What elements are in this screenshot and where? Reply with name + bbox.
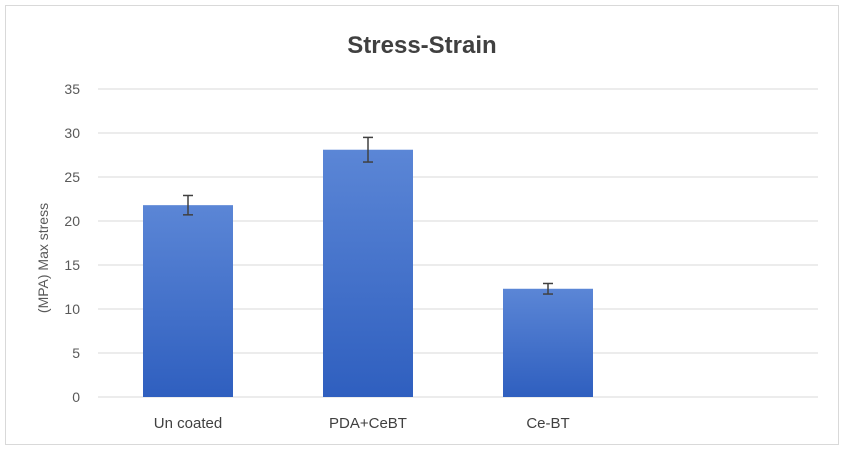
bar-ce-bt [503,288,593,397]
bar-un-coated [143,205,233,397]
y-tick-label: 20 [64,213,80,229]
chart-title: Stress-Strain [347,32,496,59]
bars [143,149,593,397]
error-bar [183,194,193,216]
error-bar [363,136,373,163]
y-tick-label: 30 [64,125,80,141]
y-axis-title: (MPA) Max stress [35,203,51,313]
y-tick-label: 0 [72,389,80,405]
y-tick-label: 5 [72,345,80,361]
x-category-label: Ce-BT [526,415,569,432]
x-category-label: PDA+CeBT [329,415,407,432]
y-tick-label: 35 [64,81,80,97]
y-tick-label: 15 [64,257,80,273]
y-tick-label: 10 [64,301,80,317]
x-axis-labels: Un coated PDA+CeBT Ce-BT [154,415,570,432]
error-bars [183,136,553,295]
y-axis-ticks: 0 5 10 15 20 25 30 35 [64,81,80,405]
error-bar [543,282,553,295]
y-tick-label: 25 [64,169,80,185]
x-category-label: Un coated [154,415,222,432]
bar-pda-cebt [323,149,413,397]
